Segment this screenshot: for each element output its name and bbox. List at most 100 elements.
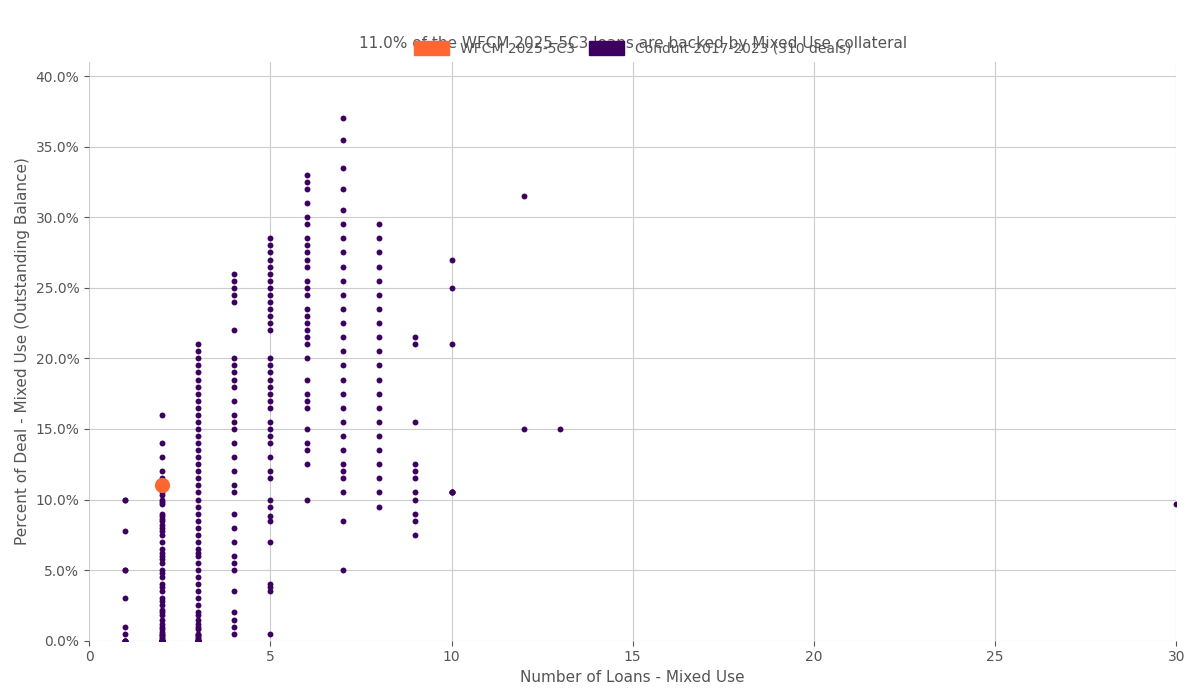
Point	[188, 564, 208, 575]
Point	[115, 494, 134, 505]
Point	[260, 430, 280, 442]
Point	[152, 543, 172, 554]
Point	[152, 515, 172, 526]
Point	[1166, 498, 1186, 510]
Point	[152, 621, 172, 632]
Point	[260, 511, 280, 522]
Point	[152, 635, 172, 646]
Point	[370, 332, 389, 343]
Point	[188, 395, 208, 406]
Point	[224, 360, 244, 371]
Point	[188, 607, 208, 618]
Point	[188, 635, 208, 646]
Point	[260, 282, 280, 293]
Point	[152, 607, 172, 618]
Point	[260, 388, 280, 399]
Point	[260, 254, 280, 265]
Point	[152, 410, 172, 421]
Point	[296, 218, 316, 230]
Point	[152, 624, 172, 635]
Point	[296, 402, 316, 414]
Point	[152, 610, 172, 621]
Point	[260, 325, 280, 336]
Point	[224, 438, 244, 449]
Point	[442, 254, 461, 265]
Point	[296, 247, 316, 258]
Point	[296, 310, 316, 321]
Point	[152, 586, 172, 597]
Point	[406, 473, 425, 484]
Point	[188, 600, 208, 611]
Point	[188, 381, 208, 392]
Point	[260, 318, 280, 329]
Point	[296, 233, 316, 244]
Point	[224, 289, 244, 300]
Point	[115, 564, 134, 575]
Point	[224, 607, 244, 618]
Point	[152, 498, 172, 510]
Point	[152, 490, 172, 501]
Point	[188, 547, 208, 559]
Point	[188, 550, 208, 561]
Point	[152, 635, 172, 646]
Point	[370, 388, 389, 399]
Point	[334, 515, 353, 526]
Point	[188, 610, 208, 621]
Point	[260, 360, 280, 371]
Point	[260, 515, 280, 526]
Point	[152, 519, 172, 531]
Point	[370, 289, 389, 300]
Point	[406, 508, 425, 519]
Point	[370, 318, 389, 329]
Point	[334, 318, 353, 329]
Point	[188, 360, 208, 371]
Point	[152, 635, 172, 646]
Point	[296, 374, 316, 385]
Point	[188, 353, 208, 364]
Point	[188, 635, 208, 646]
Point	[260, 353, 280, 364]
Point	[224, 367, 244, 378]
Point	[152, 635, 172, 646]
Point	[224, 614, 244, 625]
Point	[224, 452, 244, 463]
Point	[334, 247, 353, 258]
Point	[152, 553, 172, 564]
Point	[296, 438, 316, 449]
Point	[152, 604, 172, 615]
Point	[260, 275, 280, 286]
Point	[152, 635, 172, 646]
Point	[188, 536, 208, 547]
Point	[224, 466, 244, 477]
Point	[370, 487, 389, 498]
Point	[188, 572, 208, 583]
Point	[152, 564, 172, 575]
Point	[224, 325, 244, 336]
Point	[188, 444, 208, 456]
Point	[188, 529, 208, 540]
Point	[188, 374, 208, 385]
Point	[260, 310, 280, 321]
Point	[260, 247, 280, 258]
Point	[152, 635, 172, 646]
Point	[152, 635, 172, 646]
Point	[152, 600, 172, 611]
Point	[260, 494, 280, 505]
Point	[188, 586, 208, 597]
Point	[115, 635, 134, 646]
Point	[115, 564, 134, 575]
Point	[152, 635, 172, 646]
Point	[152, 487, 172, 498]
Point	[188, 629, 208, 641]
Point	[370, 402, 389, 414]
Point	[334, 183, 353, 195]
Point	[188, 632, 208, 643]
Point	[260, 438, 280, 449]
Point	[115, 635, 134, 646]
Point	[188, 635, 208, 646]
Point	[551, 424, 570, 435]
Point	[152, 497, 172, 508]
Point	[152, 635, 172, 646]
Point	[152, 593, 172, 604]
Point	[152, 635, 172, 646]
